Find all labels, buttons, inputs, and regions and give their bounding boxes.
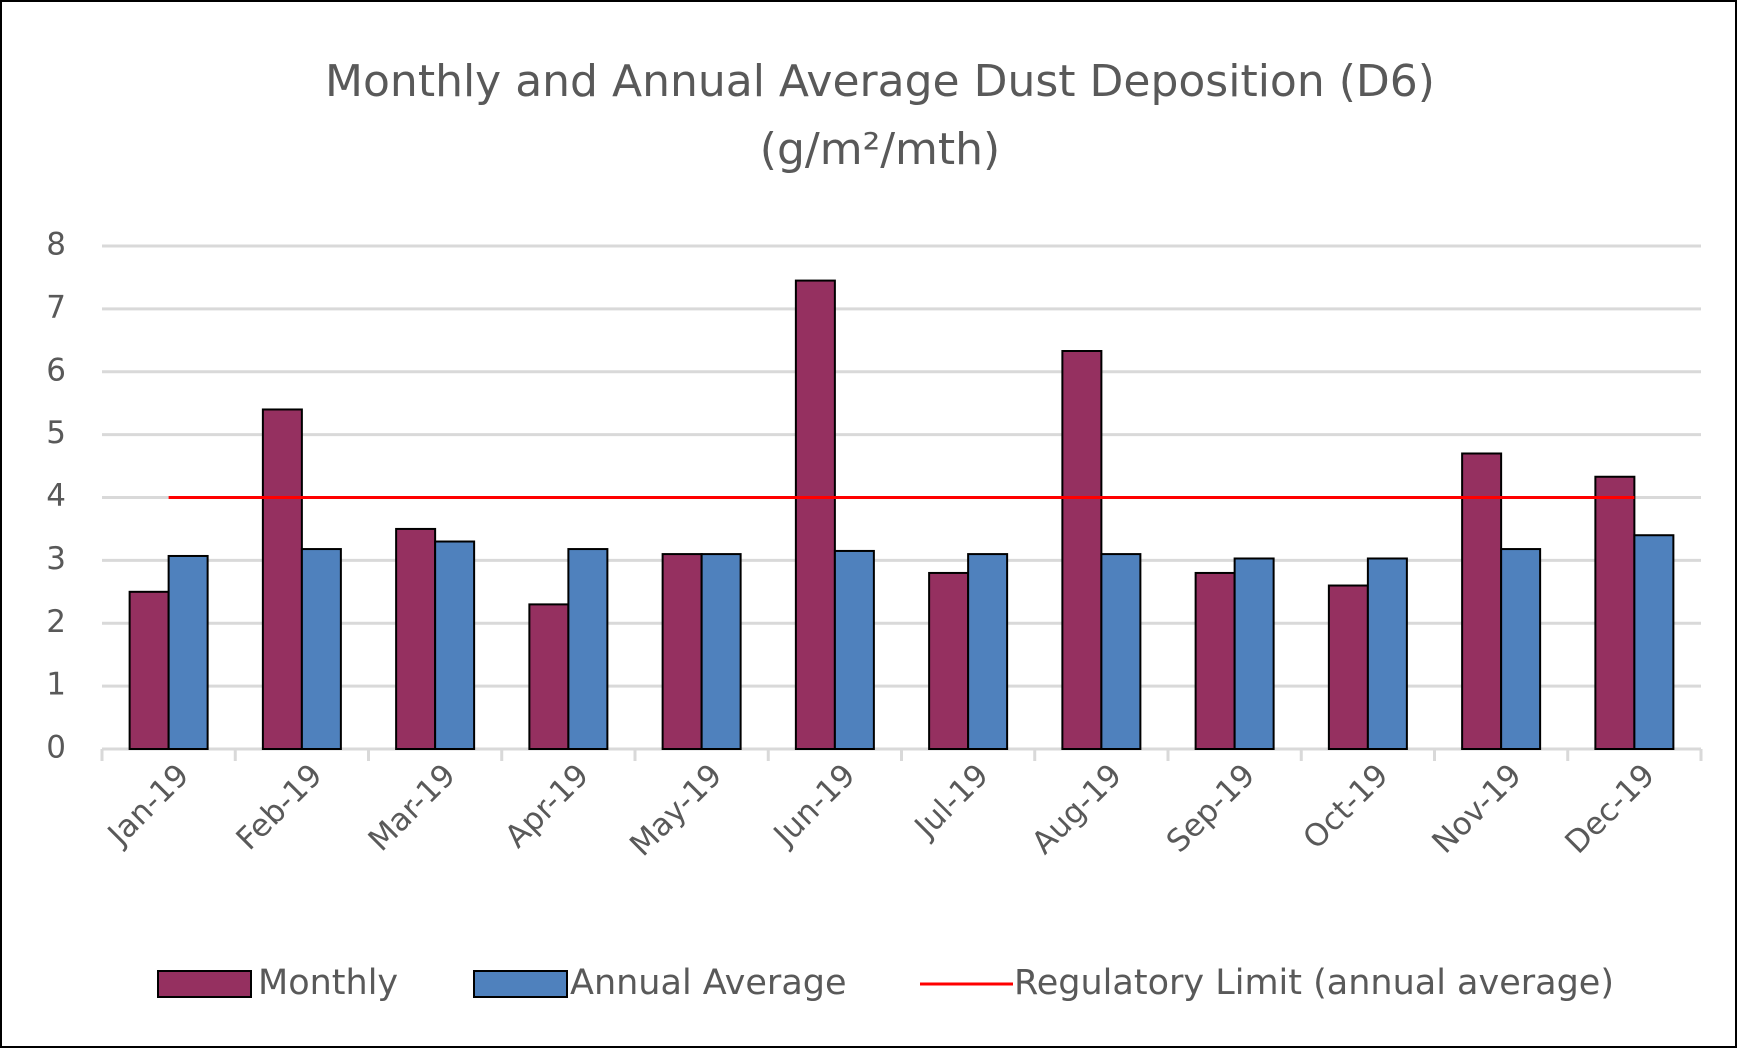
y-tick-label: 3 (46, 541, 66, 577)
y-tick-label: 2 (46, 604, 66, 640)
bar (567, 548, 609, 750)
bar (528, 603, 570, 751)
y-tick-label: 0 (46, 730, 66, 766)
bar (167, 554, 209, 750)
legend-label: Annual Average (570, 963, 847, 1003)
bar (833, 549, 875, 750)
bar (1194, 571, 1236, 751)
bar (395, 527, 437, 750)
legend-label: Regulatory Limit (annual average) (1014, 963, 1614, 1003)
bar (434, 540, 476, 751)
bar (794, 279, 836, 750)
bar (128, 590, 170, 750)
bar (967, 553, 1009, 751)
legend-swatch (473, 970, 568, 998)
bar (700, 553, 742, 751)
bar (1100, 553, 1142, 751)
bar (1327, 584, 1369, 751)
legend-label: Monthly (258, 963, 398, 1003)
y-tick-label: 6 (46, 352, 66, 388)
legend-swatch (157, 970, 252, 998)
bar (261, 408, 303, 750)
bar (1061, 350, 1103, 750)
y-tick-label: 4 (46, 478, 66, 514)
y-tick-label: 5 (46, 415, 66, 451)
bar (1500, 548, 1542, 750)
y-tick-label: 7 (46, 289, 66, 325)
chart-title: Monthly and Annual Average Dust Depositi… (325, 56, 1435, 107)
bar (661, 553, 703, 751)
bar (1633, 534, 1675, 750)
bar (1594, 475, 1636, 750)
chart-subtitle: (g/m²/mth) (760, 124, 1000, 175)
y-tick-label: 8 (46, 227, 66, 263)
y-tick-label: 1 (46, 667, 66, 703)
bar (300, 548, 342, 750)
bar (1461, 452, 1503, 750)
bar (1233, 557, 1275, 751)
bar (1366, 557, 1408, 751)
bar (928, 571, 970, 751)
